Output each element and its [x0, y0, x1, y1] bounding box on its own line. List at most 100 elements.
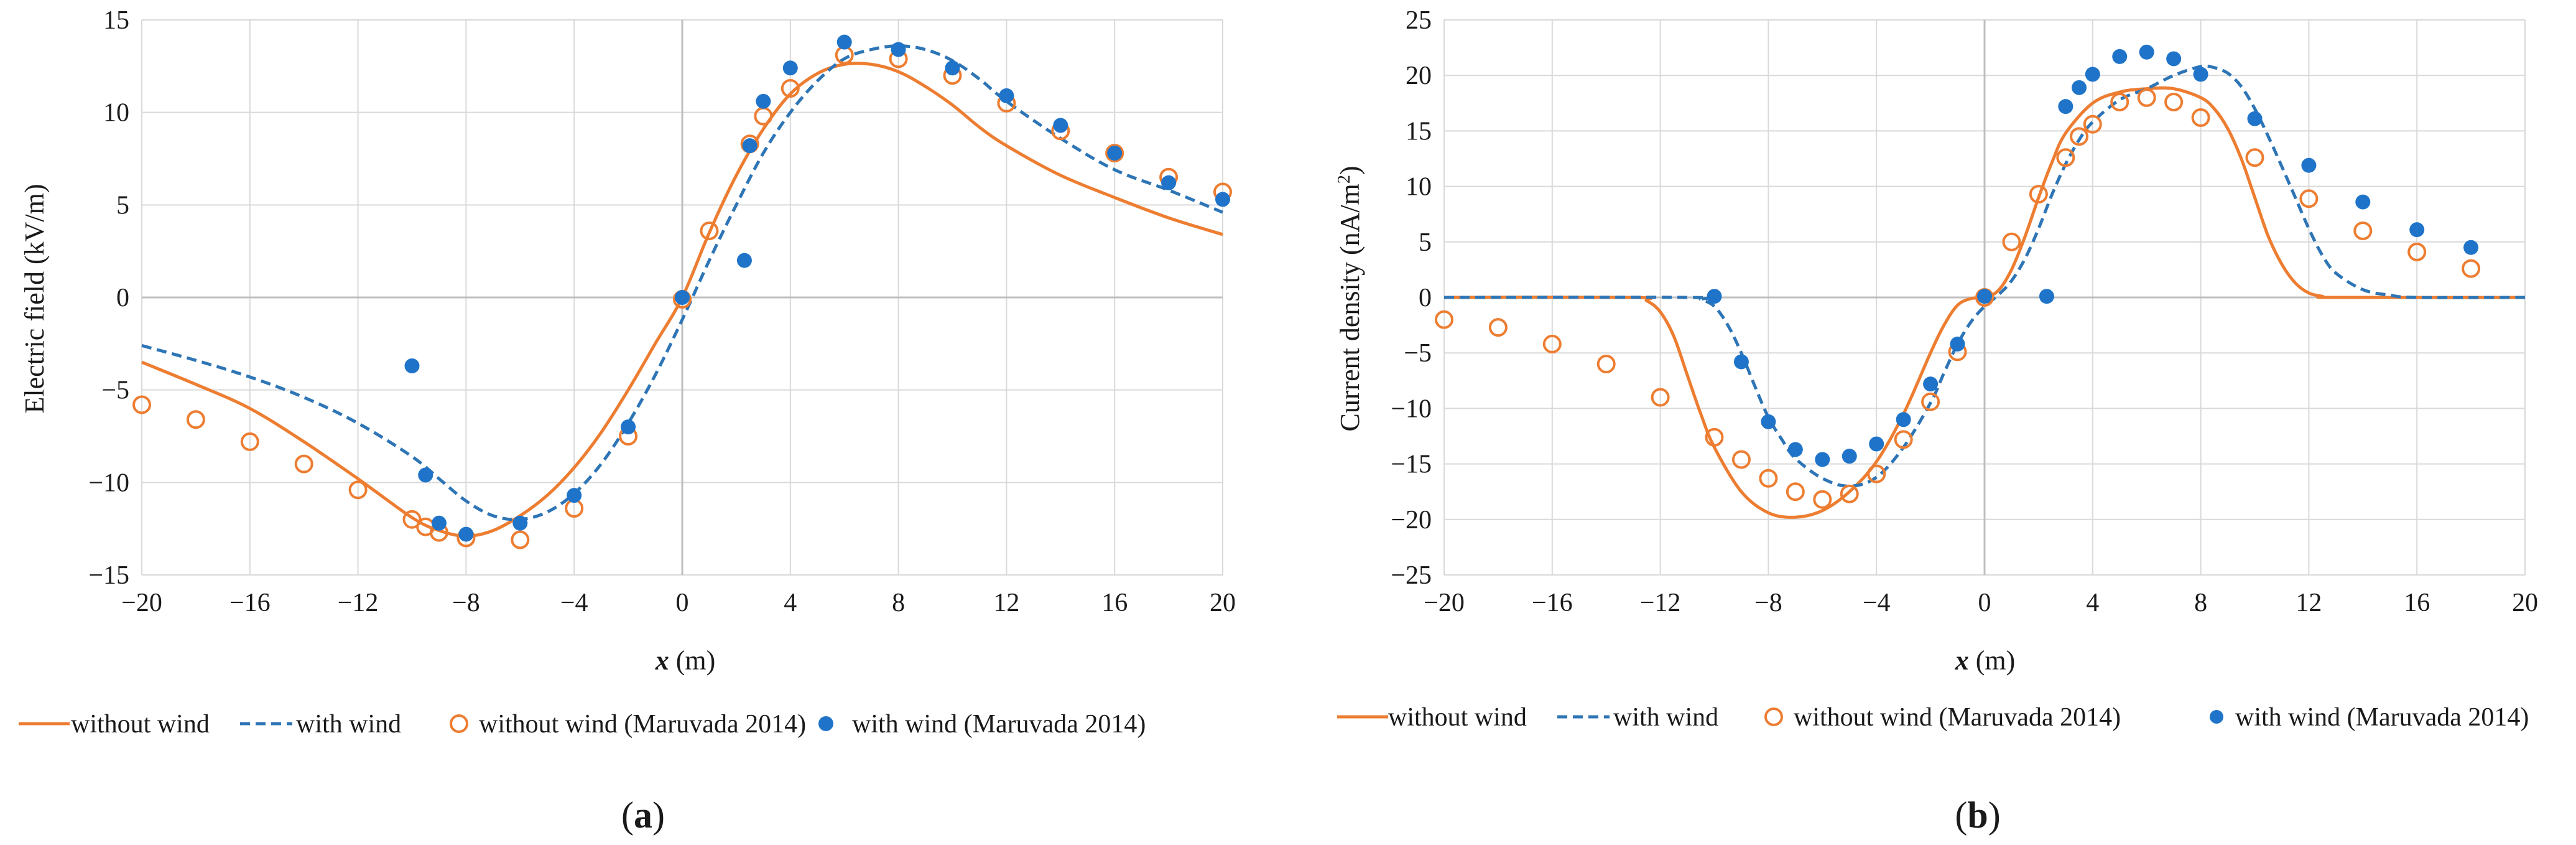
data-point-with-wind-maruvada-2014 [1788, 442, 1803, 457]
data-point-with-wind-maruvada-2014 [2166, 51, 2181, 66]
x-tick-label: −20 [1424, 589, 1465, 617]
y-tick-label: −25 [1391, 561, 1432, 590]
data-point-with-wind-maruvada-2014 [2085, 67, 2100, 82]
panel-b: −20 −16 −12 −8 −4 0 4 8 12 16 20−25−20−15−10−50510… [1335, 6, 2539, 836]
panel-label-a: (a) [621, 795, 665, 836]
data-point-with-wind-maruvada-2014 [891, 42, 906, 57]
panel-label-a-letter: a [634, 795, 652, 836]
data-point-without-wind-maruvada-2014 [1652, 390, 1669, 406]
data-point-without-wind-maruvada-2014 [2193, 110, 2209, 126]
y-tick-label: 20 [1406, 62, 1432, 90]
y-tick-label: 0 [1419, 284, 1432, 312]
data-point-with-wind-maruvada-2014 [2301, 158, 2316, 173]
data-point-with-wind-maruvada-2014 [2112, 49, 2127, 64]
data-point-with-wind-maruvada-2014 [2463, 240, 2478, 255]
data-point-without-wind-maruvada-2014 [2166, 94, 2182, 110]
legend-label-with-wind-ref: with wind (Maruvada 2014) [2235, 703, 2529, 732]
y-tick-label: −5 [101, 376, 129, 405]
data-point-with-wind-maruvada-2014 [2058, 99, 2073, 114]
y-tick-label: 5 [116, 191, 129, 220]
x-axis-unit: (m) [1969, 645, 2016, 676]
data-point-with-wind-maruvada-2014 [1869, 436, 1884, 451]
y-axis-label-main: Current density (nA/m [1335, 184, 1365, 431]
data-point-with-wind-maruvada-2014 [783, 60, 798, 75]
data-point-without-wind-maruvada-2014 [1896, 431, 1912, 447]
y-tick-label: 10 [1406, 173, 1432, 202]
panel-label-b: (b) [1955, 795, 2000, 836]
x-axis-label: x (m) [1955, 645, 2016, 676]
data-point-with-wind-maruvada-2014 [1896, 412, 1911, 427]
data-point-without-wind-maruvada-2014 [755, 108, 771, 124]
x-axis-label: x (m) [655, 645, 716, 676]
x-tick-label: −8 [1754, 589, 1782, 617]
data-point-without-wind-maruvada-2014 [2031, 186, 2047, 202]
data-point-without-wind-maruvada-2014 [701, 223, 717, 239]
data-point-with-wind-maruvada-2014 [2072, 80, 2087, 95]
data-point-with-wind-maruvada-2014 [945, 60, 960, 75]
data-point-with-wind-maruvada-2014 [418, 467, 433, 482]
data-point-without-wind-maruvada-2014 [2300, 190, 2317, 207]
data-point-with-wind-maruvada-2014 [2248, 111, 2263, 126]
x-tick-label: −8 [452, 589, 480, 617]
data-point-without-wind-maruvada-2014 [1842, 486, 1858, 502]
data-point-with-wind-maruvada-2014 [1815, 452, 1830, 467]
data-point-without-wind-maruvada-2014 [350, 482, 366, 498]
data-point-without-wind-maruvada-2014 [2085, 116, 2101, 133]
legend: without wind with wind without wind (Mar… [1337, 703, 2529, 732]
x-tick-label: 16 [1101, 589, 1128, 617]
data-point-without-wind-maruvada-2014 [782, 80, 799, 96]
x-tick-label: 4 [784, 589, 797, 617]
y-tick-label: −15 [1391, 451, 1432, 479]
panel-label-b-close: ) [1988, 795, 2001, 836]
data-point-without-wind-maruvada-2014 [2463, 261, 2479, 277]
data-point-with-wind-maruvada-2014 [1107, 146, 1122, 161]
legend-label-without-wind-ref: without wind (Maruvada 2014) [1794, 703, 2121, 732]
y-axis-label: Electric field (kV/m) [19, 184, 50, 414]
data-point-with-wind-maruvada-2014 [621, 419, 636, 434]
data-point-with-wind-maruvada-2014 [1161, 175, 1176, 190]
legend-label-with-wind: with wind [1613, 703, 1718, 732]
data-point-without-wind-maruvada-2014 [1707, 429, 1723, 446]
data-point-without-wind-maruvada-2014 [2003, 234, 2019, 250]
x-tick-label: −16 [1532, 589, 1573, 617]
legend-label-with-wind-ref: with wind (Maruvada 2014) [852, 710, 1146, 739]
data-point-with-wind-maruvada-2014 [512, 516, 527, 531]
data-point-without-wind-maruvada-2014 [134, 396, 150, 413]
data-point-without-wind-maruvada-2014 [2111, 94, 2128, 110]
data-point-with-wind-maruvada-2014 [1053, 118, 1068, 133]
data-point-with-wind-maruvada-2014 [737, 253, 752, 268]
data-point-with-wind-maruvada-2014 [1734, 354, 1749, 369]
tick-labels: −20 −16 −12 −8 −4 0 4 8 12 16 20 −15 −10 −5 0 5 10 15 [88, 6, 1236, 617]
data-point-with-wind-maruvada-2014 [1842, 449, 1857, 464]
data-point-without-wind-maruvada-2014 [2247, 149, 2263, 166]
legend-label-without-wind-ref: without wind (Maruvada 2014) [479, 710, 806, 739]
data-point-without-wind-maruvada-2014 [512, 532, 528, 548]
data-point-without-wind-maruvada-2014 [1436, 312, 1452, 328]
data-point-without-wind-maruvada-2014 [1787, 483, 1804, 500]
data-point-with-wind-maruvada-2014 [458, 527, 473, 542]
y-tick-label: −15 [88, 561, 129, 590]
x-tick-label: 0 [676, 589, 689, 617]
data-point-with-wind-maruvada-2014 [1923, 376, 1938, 391]
legend-label-with-wind: with wind [296, 710, 401, 739]
x-axis-variable: x [655, 645, 669, 676]
data-point-with-wind-maruvada-2014 [1761, 414, 1776, 429]
x-tick-label: −4 [560, 589, 588, 617]
data-point-with-wind-maruvada-2014 [2139, 45, 2154, 60]
data-point-with-wind-maruvada-2014 [432, 516, 447, 531]
y-tick-label: −5 [1404, 339, 1432, 368]
y-tick-label: 15 [103, 6, 129, 35]
data-point-with-wind-maruvada-2014 [567, 488, 581, 503]
data-point-without-wind-maruvada-2014 [1544, 336, 1560, 352]
y-tick-label: −20 [1391, 506, 1432, 535]
legend-marker-without-wind-ref [451, 716, 467, 732]
x-tick-label: −12 [338, 589, 379, 617]
data-point-with-wind-maruvada-2014 [2039, 289, 2054, 304]
x-tick-label: 20 [1210, 589, 1236, 617]
data-point-without-wind-maruvada-2014 [1868, 466, 1884, 482]
tick-labels: −20 −16 −12 −8 −4 0 4 8 12 16 20−25−20−15−10−50510… [1391, 6, 2538, 617]
legend-label-without-wind: without wind [71, 710, 210, 739]
y-tick-label: 0 [116, 284, 129, 312]
data-point-without-wind-maruvada-2014 [296, 456, 312, 472]
x-tick-label: −4 [1863, 589, 1891, 617]
